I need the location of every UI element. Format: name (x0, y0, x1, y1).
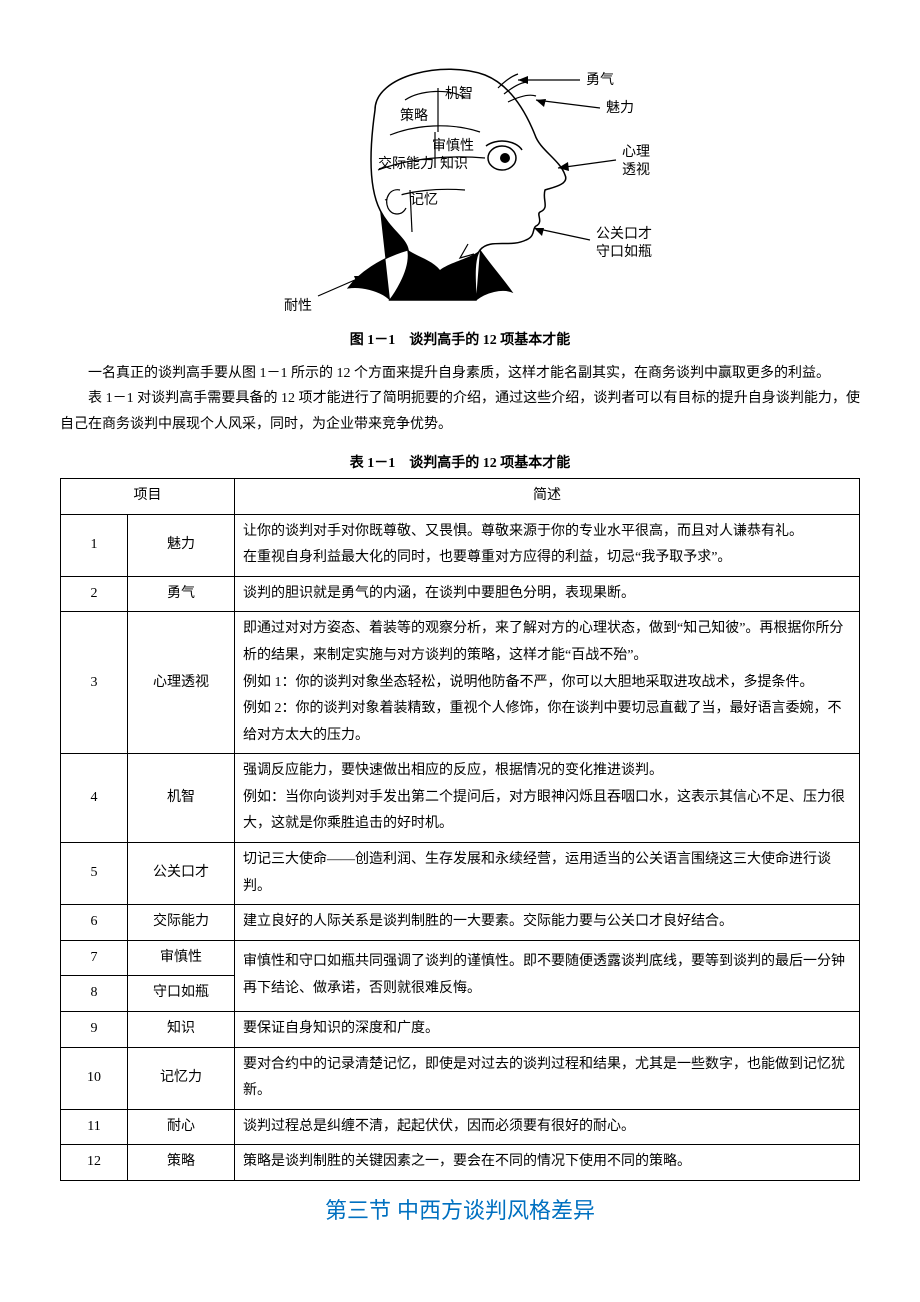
cell-num: 11 (61, 1109, 128, 1145)
table-row: 2 勇气 谈判的胆识就是勇气的内涵，在谈判中要胆色分明，表现果断。 (61, 576, 860, 612)
paragraph-1: 一名真正的谈判高手要从图 1－1 所示的 12 个方面来提升自身素质，这样才能名… (60, 361, 860, 386)
cell-desc: 策略是谈判制胜的关键因素之一，要会在不同的情况下使用不同的策略。 (235, 1145, 860, 1181)
cell-desc: 强调反应能力，要快速做出相应的反应，根据情况的变化推进谈判。例如：当你向谈判对手… (235, 754, 860, 843)
cell-desc: 切记三大使命——创造利润、生存发展和永续经营，运用适当的公关语言围绕这三大使命进… (235, 843, 860, 905)
skills-table: 项目 简述 1 魅力 让你的谈判对手对你既尊敬、又畏惧。尊敬来源于你的专业水平很… (60, 478, 860, 1181)
cell-desc: 谈判的胆识就是勇气的内涵，在谈判中要胆色分明，表现果断。 (235, 576, 860, 612)
cell-num: 2 (61, 576, 128, 612)
label-meili: 魅力 (606, 100, 634, 116)
label-shenshenxing: 审慎性 (432, 138, 474, 154)
table-row: 1 魅力 让你的谈判对手对你既尊敬、又畏惧。尊敬来源于你的专业水平很高，而且对人… (61, 514, 860, 576)
cell-name: 守口如瓶 (128, 976, 235, 1012)
cell-name: 心理透视 (128, 612, 235, 754)
section-heading: 第三节 中西方谈判风格差异 (60, 1191, 860, 1231)
cell-num: 9 (61, 1012, 128, 1048)
table-row: 3 心理透视 即通过对对方姿态、着装等的观察分析，来了解对方的心理状态，做到“知… (61, 612, 860, 754)
cell-name: 记忆力 (128, 1047, 235, 1109)
cell-num: 6 (61, 905, 128, 941)
head-diagram-svg: 机智 策略 审慎性 交际能力 知识 记忆 勇气 魅力 心理 透视 公关口才 守口… (240, 40, 680, 320)
cell-num: 1 (61, 514, 128, 576)
figure-caption: 图 1－1 谈判高手的 12 项基本才能 (60, 328, 860, 353)
cell-desc: 要保证自身知识的深度和广度。 (235, 1012, 860, 1048)
label-yongqi: 勇气 (586, 72, 614, 88)
cell-name: 机智 (128, 754, 235, 843)
cell-name: 知识 (128, 1012, 235, 1048)
cell-name: 耐心 (128, 1109, 235, 1145)
label-jiyi: 记忆 (410, 192, 438, 208)
label-gongguan1: 公关口才 (596, 226, 652, 242)
cell-num: 8 (61, 976, 128, 1012)
cell-name: 交际能力 (128, 905, 235, 941)
cell-name: 审慎性 (128, 940, 235, 976)
cell-name: 策略 (128, 1145, 235, 1181)
label-naixing: 耐性 (284, 298, 312, 314)
label-jizhi: 机智 (445, 86, 473, 102)
cell-desc: 谈判过程总是纠缠不清，起起伏伏，因而必须要有很好的耐心。 (235, 1109, 860, 1145)
cell-name: 勇气 (128, 576, 235, 612)
cell-name: 魅力 (128, 514, 235, 576)
table-row: 4 机智 强调反应能力，要快速做出相应的反应，根据情况的变化推进谈判。例如：当你… (61, 754, 860, 843)
cell-desc: 要对合约中的记录清楚记忆，即使是对过去的谈判过程和结果，尤其是一些数字，也能做到… (235, 1047, 860, 1109)
cell-desc: 建立良好的人际关系是谈判制胜的一大要素。交际能力要与公关口才良好结合。 (235, 905, 860, 941)
label-xinli1: 心理 (622, 144, 650, 160)
table-head-desc: 简述 (235, 478, 860, 514)
table-header-row: 项目 简述 (61, 478, 860, 514)
cell-num: 10 (61, 1047, 128, 1109)
table-row: 6 交际能力 建立良好的人际关系是谈判制胜的一大要素。交际能力要与公关口才良好结… (61, 905, 860, 941)
cell-num: 3 (61, 612, 128, 754)
table-row: 12 策略 策略是谈判制胜的关键因素之一，要会在不同的情况下使用不同的策略。 (61, 1145, 860, 1181)
label-jiaojinengli: 交际能力 (378, 155, 434, 172)
cell-num: 12 (61, 1145, 128, 1181)
figure-1-1: 机智 策略 审慎性 交际能力 知识 记忆 勇气 魅力 心理 透视 公关口才 守口… (60, 40, 860, 320)
label-celue: 策略 (400, 107, 428, 124)
cell-num: 7 (61, 940, 128, 976)
label-zhishi: 知识 (440, 155, 468, 172)
table-row: 9 知识 要保证自身知识的深度和广度。 (61, 1012, 860, 1048)
table-head-item: 项目 (61, 478, 235, 514)
table-caption: 表 1－1 谈判高手的 12 项基本才能 (60, 451, 860, 476)
table-row: 11 耐心 谈判过程总是纠缠不清，起起伏伏，因而必须要有很好的耐心。 (61, 1109, 860, 1145)
cell-desc-merged: 审慎性和守口如瓶共同强调了谈判的谨慎性。即不要随便透露谈判底线，要等到谈判的最后… (235, 940, 860, 1011)
cell-desc: 即通过对对方姿态、着装等的观察分析，来了解对方的心理状态，做到“知己知彼”。再根… (235, 612, 860, 754)
label-xinli2: 透视 (622, 162, 650, 178)
table-row: 10 记忆力 要对合约中的记录清楚记忆，即使是对过去的谈判过程和结果，尤其是一些… (61, 1047, 860, 1109)
table-row: 7 审慎性 审慎性和守口如瓶共同强调了谈判的谨慎性。即不要随便透露谈判底线，要等… (61, 940, 860, 976)
cell-name: 公关口才 (128, 843, 235, 905)
table-row: 5 公关口才 切记三大使命——创造利润、生存发展和永续经营，运用适当的公关语言围… (61, 843, 860, 905)
cell-num: 5 (61, 843, 128, 905)
paragraph-2: 表 1－1 对谈判高手需要具备的 12 项才能进行了简明扼要的介绍，通过这些介绍… (60, 386, 860, 436)
label-gongguan2: 守口如瓶 (596, 244, 652, 260)
cell-desc: 让你的谈判对手对你既尊敬、又畏惧。尊敬来源于你的专业水平很高，而且对人谦恭有礼。… (235, 514, 860, 576)
cell-num: 4 (61, 754, 128, 843)
